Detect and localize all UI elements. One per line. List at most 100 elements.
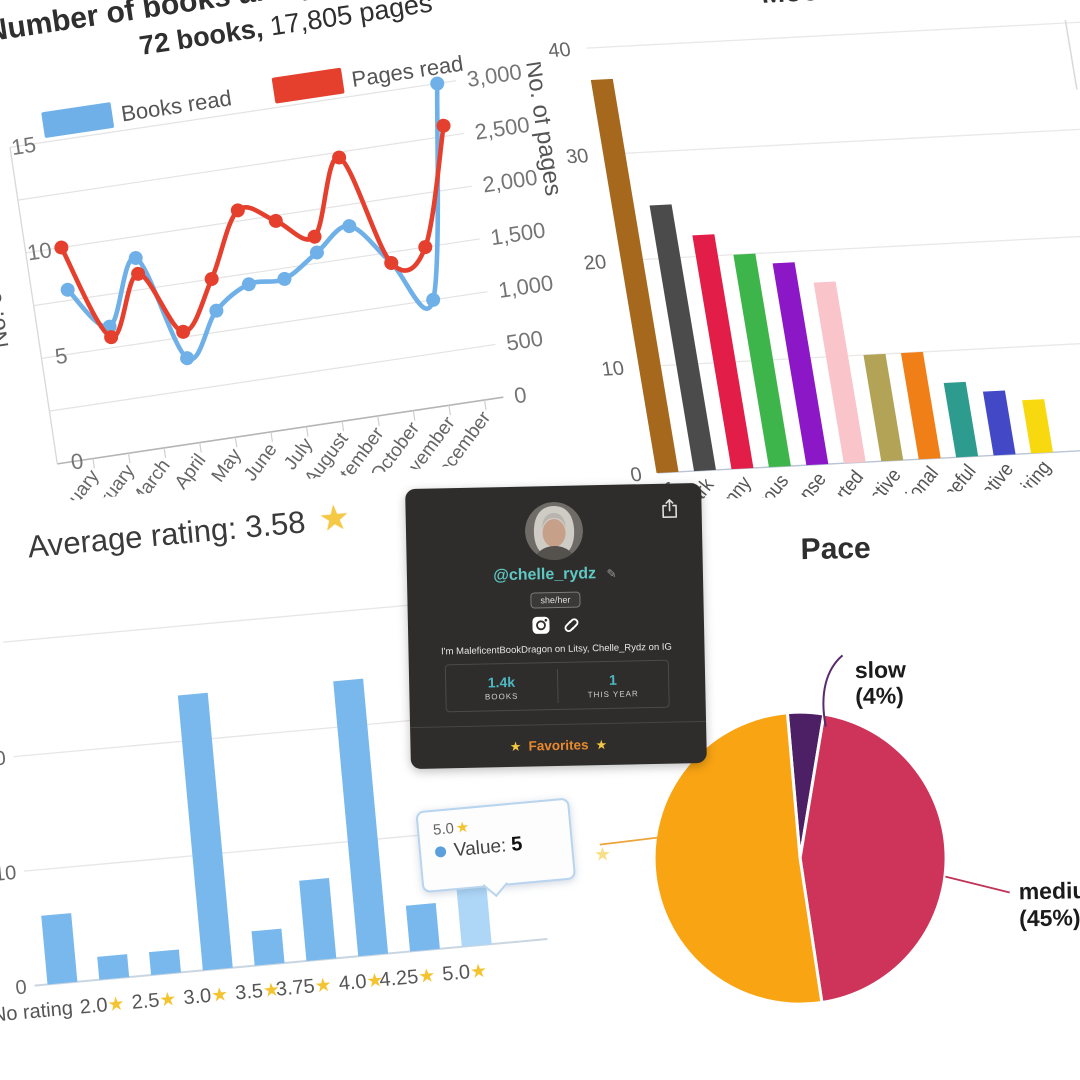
- data-point[interactable]: [417, 239, 433, 255]
- data-point[interactable]: [204, 271, 220, 287]
- data-point[interactable]: [130, 266, 146, 282]
- data-point[interactable]: [425, 292, 441, 308]
- x-tick-month: June: [240, 440, 281, 486]
- avatar[interactable]: [524, 501, 584, 561]
- pie-slice-medium[interactable]: [798, 712, 949, 1005]
- data-point[interactable]: [309, 245, 325, 261]
- leader-line-slow: [822, 654, 844, 727]
- data-point[interactable]: [103, 329, 119, 345]
- data-point[interactable]: [60, 282, 76, 298]
- screenshot-edge: [1064, 19, 1078, 90]
- bar-mysterious[interactable]: [590, 78, 679, 474]
- slice-label: medium: [1018, 877, 1080, 905]
- y-left-axis-label: No. of books: [0, 213, 14, 350]
- chart-title: Moods: [758, 0, 853, 9]
- link-icon[interactable]: [561, 615, 580, 634]
- y-tick: 0: [15, 976, 28, 999]
- bar-funny[interactable]: [692, 234, 754, 470]
- social-icons-row: [408, 613, 704, 638]
- legend-swatch-pages: [271, 67, 345, 104]
- bar-2.0★[interactable]: [97, 954, 130, 980]
- data-point[interactable]: [436, 118, 452, 134]
- data-point[interactable]: [268, 213, 284, 229]
- legend-label-pages: Pages read: [350, 51, 465, 92]
- bar-inspiring[interactable]: [1022, 399, 1054, 454]
- pace-pie-chart-tile: Pace slow (4%) medium (45%) ★: [579, 491, 1080, 1080]
- stat-this-year[interactable]: 1 THIS YEAR: [587, 671, 639, 699]
- data-point[interactable]: [175, 324, 191, 340]
- gridline: [639, 339, 1080, 368]
- bar-informative[interactable]: [982, 390, 1016, 456]
- bar-No rating[interactable]: [41, 913, 78, 985]
- data-point[interactable]: [331, 150, 347, 166]
- gridline: [33, 238, 480, 307]
- share-icon: [662, 498, 678, 519]
- data-point[interactable]: [383, 255, 399, 271]
- bar-3.5★[interactable]: [251, 928, 285, 966]
- bar-adventurous[interactable]: [733, 253, 791, 468]
- y-right-tick: 0: [512, 382, 528, 409]
- pronouns-badge: she/her: [530, 591, 581, 609]
- instagram-icon[interactable]: [531, 616, 550, 634]
- bar-dark[interactable]: [649, 204, 716, 472]
- y-left-tick: 5: [53, 343, 69, 370]
- bar-5.0★[interactable]: [456, 886, 492, 947]
- favorites-link[interactable]: ★ Favorites ★: [509, 736, 608, 754]
- x-tick-month: April: [171, 450, 210, 493]
- bar-lighthearted[interactable]: [813, 281, 866, 464]
- data-point[interactable]: [276, 271, 292, 287]
- pencil-icon[interactable]: ✎: [606, 566, 617, 581]
- ratings-bar-chart-tile: Average rating: 3.58★ 0102030No rating2.…: [0, 457, 604, 1080]
- data-point[interactable]: [230, 202, 246, 218]
- y-left-tick: 0: [69, 448, 85, 475]
- svg-text:4.0★: 4.0★: [338, 969, 385, 995]
- ratings-bar-chart: 0102030No rating2.0★2.5★3.0★3.5★3.75★4.0…: [0, 594, 548, 1027]
- pace-pie-chart: Pace slow(4%) medium(45%) ★: [594, 532, 1080, 1006]
- data-point[interactable]: [128, 250, 144, 266]
- data-point[interactable]: [208, 303, 224, 319]
- star-icon: ★: [595, 736, 608, 753]
- data-point[interactable]: [53, 240, 69, 256]
- data-point[interactable]: [179, 350, 195, 366]
- bar-emotional[interactable]: [900, 351, 941, 460]
- leader-line-fast: [599, 836, 658, 846]
- y-tick: 0: [629, 464, 644, 486]
- gridline: [41, 291, 488, 359]
- username: @chelle_rydz: [493, 565, 597, 585]
- pronoun-row: she/her: [407, 587, 703, 611]
- data-point[interactable]: [341, 218, 357, 234]
- bar-2.5★[interactable]: [148, 949, 181, 976]
- star-icon: ★: [509, 738, 522, 754]
- pie-slice-fast[interactable]: [652, 711, 824, 1006]
- gridline: [17, 132, 465, 201]
- bar-hopeful[interactable]: [943, 381, 979, 458]
- bar-4.25★[interactable]: [405, 902, 440, 952]
- slice-label: (45%): [1019, 904, 1080, 931]
- y-right-tick: 1,500: [489, 217, 547, 250]
- svg-text:2.5★: 2.5★: [131, 988, 178, 1014]
- data-point[interactable]: [241, 276, 257, 292]
- svg-text:2.0★: 2.0★: [79, 993, 126, 1019]
- y-right-tick: 500: [505, 326, 545, 356]
- bar-3.75★[interactable]: [299, 878, 337, 961]
- bar-reflective[interactable]: [863, 353, 904, 462]
- y-tick: 10: [0, 862, 17, 886]
- legend-swatch-books: [41, 102, 114, 138]
- share-button[interactable]: [659, 497, 679, 519]
- data-point[interactable]: [307, 229, 323, 245]
- bar-4.0★[interactable]: [333, 678, 389, 957]
- y-tick: 20: [0, 747, 7, 771]
- username-row: @chelle_rydz ✎: [407, 563, 703, 587]
- stat-books[interactable]: 1.4k BOOKS: [484, 673, 519, 702]
- svg-text:4.25★: 4.25★: [379, 964, 437, 991]
- bar-3.0★[interactable]: [177, 692, 233, 971]
- profile-card: @chelle_rydz ✎ she/her I'm MaleficentBoo…: [405, 482, 707, 770]
- bar-tense[interactable]: [772, 262, 829, 466]
- slice-label: (4%): [855, 682, 904, 709]
- svg-text:3.5★: 3.5★: [234, 979, 281, 1005]
- gridline: [34, 938, 548, 987]
- chart-title: Pace: [800, 532, 871, 566]
- moods-bar-chart-tile: 403020100Moodsmysteriousdarkfunnyadventu…: [515, 0, 1080, 510]
- data-point[interactable]: [429, 76, 445, 92]
- line-series: [59, 123, 446, 340]
